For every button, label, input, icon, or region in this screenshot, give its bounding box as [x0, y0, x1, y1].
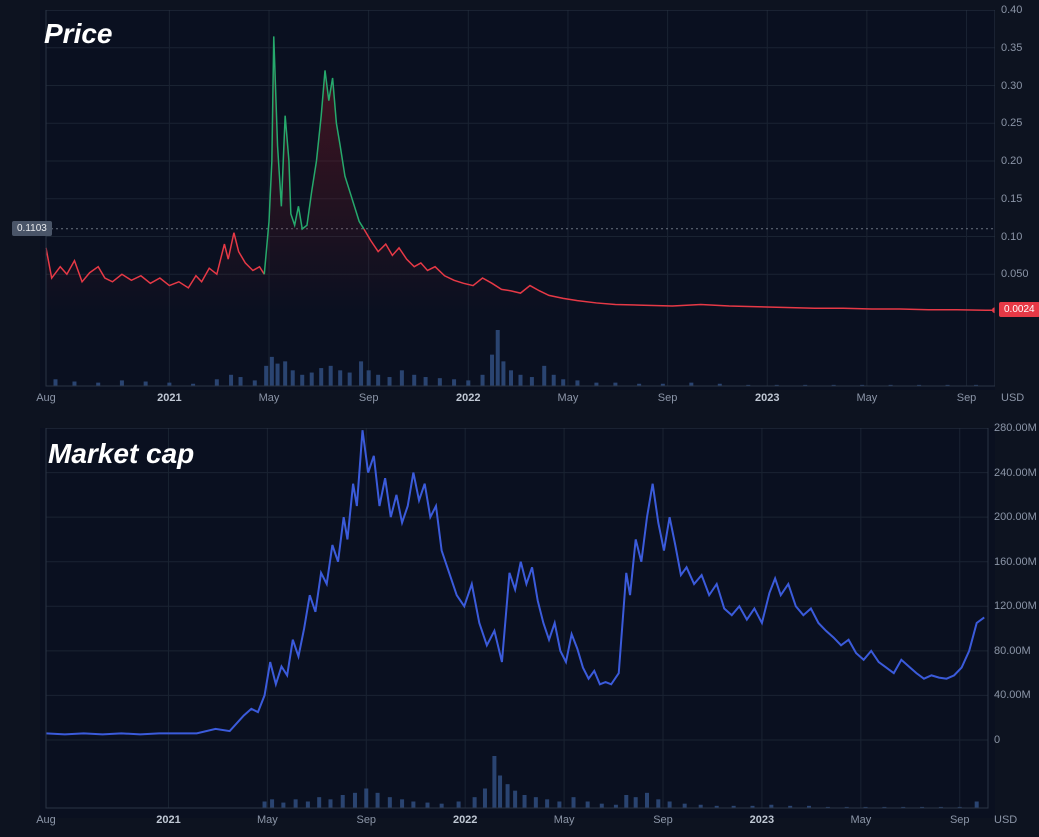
marketcap-y-tick: 200.00M: [994, 511, 1037, 523]
price-y-tick: 0.25: [1001, 117, 1022, 129]
price-chart-title: Price: [44, 18, 113, 50]
price-y-tick: 0.35: [1001, 42, 1022, 54]
price-x-tick: 2022: [456, 392, 480, 404]
price-y-tick: 0.40: [1001, 4, 1022, 16]
marketcap-x-tick: May: [554, 814, 575, 826]
marketcap-chart-title: Market cap: [48, 438, 194, 470]
price-y-tick: 0.10: [1001, 231, 1022, 243]
marketcap-x-tick: 2023: [750, 814, 774, 826]
marketcap-y-tick: 160.00M: [994, 556, 1037, 568]
marketcap-y-tick: 280.00M: [994, 422, 1037, 434]
current-value-label: 0.0024: [999, 302, 1039, 317]
price-x-tick: 2023: [755, 392, 779, 404]
price-x-tick: May: [558, 392, 579, 404]
marketcap-y-tick: 240.00M: [994, 467, 1037, 479]
price-x-tick: 2021: [157, 392, 181, 404]
price-x-tick: Sep: [957, 392, 977, 404]
price-x-tick: May: [259, 392, 280, 404]
price-y-tick: 0.20: [1001, 155, 1022, 167]
price-y-tick: 0.15: [1001, 193, 1022, 205]
price-axis-unit: USD: [1001, 392, 1024, 404]
price-x-tick: Aug: [36, 392, 56, 404]
price-y-tick: 0.30: [1001, 80, 1022, 92]
marketcap-x-tick: Sep: [950, 814, 970, 826]
marketcap-y-tick: 120.00M: [994, 600, 1037, 612]
reference-line-label: 0.1103: [12, 221, 52, 236]
price-y-tick: 0.050: [1001, 268, 1029, 280]
marketcap-x-tick: Sep: [356, 814, 376, 826]
price-chart-svg: [40, 10, 995, 390]
marketcap-y-tick: 40.00M: [994, 689, 1031, 701]
marketcap-chart[interactable]: Market cap: [40, 428, 995, 818]
marketcap-x-tick: May: [257, 814, 278, 826]
price-x-tick: Sep: [359, 392, 379, 404]
marketcap-axis-unit: USD: [994, 814, 1017, 826]
marketcap-x-tick: Aug: [36, 814, 56, 826]
marketcap-y-tick: 80.00M: [994, 645, 1031, 657]
marketcap-x-tick: 2022: [453, 814, 477, 826]
price-x-tick: Sep: [658, 392, 678, 404]
price-chart[interactable]: Price: [40, 10, 995, 390]
marketcap-chart-svg: [40, 428, 995, 818]
marketcap-x-tick: Sep: [653, 814, 673, 826]
marketcap-x-tick: 2021: [156, 814, 180, 826]
marketcap-x-tick: May: [850, 814, 871, 826]
price-x-tick: May: [856, 392, 877, 404]
marketcap-y-tick: 0: [994, 734, 1000, 746]
